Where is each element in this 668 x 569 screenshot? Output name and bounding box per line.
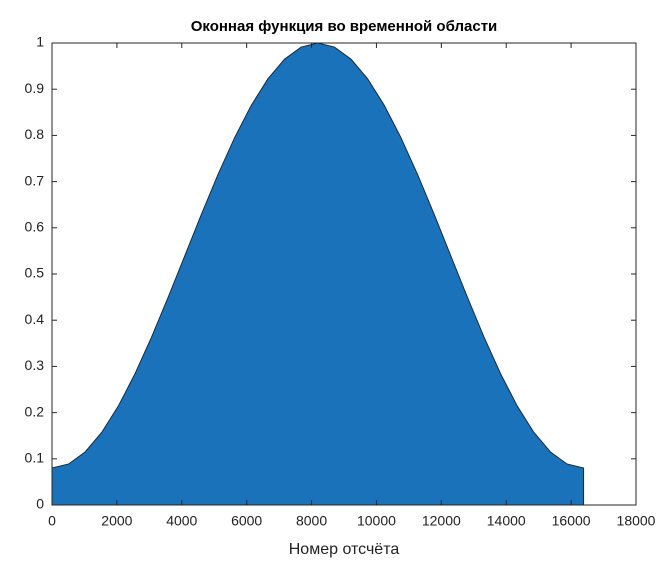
y-tick-label: 0 bbox=[36, 496, 44, 512]
chart-title: Оконная функция во временной области bbox=[191, 18, 498, 35]
x-tick-label: 0 bbox=[48, 513, 56, 529]
x-tick-label: 6000 bbox=[231, 513, 262, 529]
y-tick-label: 0.6 bbox=[25, 219, 45, 235]
x-tick-label: 2000 bbox=[101, 513, 132, 529]
x-tick-label: 12000 bbox=[422, 513, 461, 529]
x-tick-label: 8000 bbox=[296, 513, 327, 529]
x-tick-label: 18000 bbox=[617, 513, 656, 529]
x-tick-label: 16000 bbox=[552, 513, 591, 529]
x-axis-label: Номер отсчёта bbox=[289, 541, 400, 558]
area bbox=[51, 42, 585, 506]
x-tick-label: 10000 bbox=[357, 513, 396, 529]
y-tick-label: 0.3 bbox=[25, 357, 45, 373]
y-tick-label: 0.8 bbox=[25, 126, 45, 142]
y-tick-label: 1 bbox=[36, 34, 44, 50]
y-tick-label: 0.2 bbox=[25, 403, 45, 419]
y-tick-label: 0.1 bbox=[25, 450, 45, 466]
y-tick-label: 0.5 bbox=[25, 265, 45, 281]
x-tick-label: 14000 bbox=[487, 513, 526, 529]
x-tick-label: 4000 bbox=[166, 513, 197, 529]
y-tick-label: 0.9 bbox=[25, 80, 45, 96]
y-tick-label: 0.7 bbox=[25, 172, 45, 188]
y-tick-label: 0.4 bbox=[25, 311, 45, 327]
